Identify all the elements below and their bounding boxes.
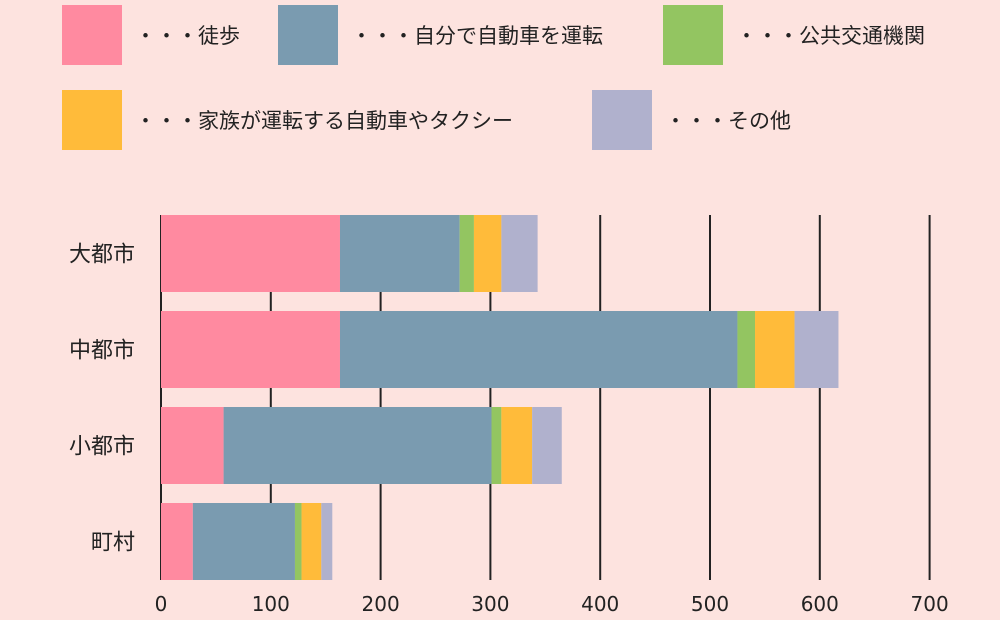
bar-0-family_car_taxi (473, 215, 502, 292)
category-label-3: 町村 (91, 531, 135, 556)
bars (161, 215, 839, 580)
bar-3-walk (161, 503, 193, 580)
bar-2-other (532, 407, 562, 484)
legend-label-other: ・・・その他 (665, 109, 791, 133)
bar-3-own_car (192, 503, 295, 580)
bar-3-public_transport (294, 503, 302, 580)
x-tick-label-200: 200 (362, 592, 400, 616)
bar-1-other (794, 311, 839, 388)
bar-1-family_car_taxi (755, 311, 795, 388)
bar-2-public_transport (491, 407, 502, 484)
legend-swatch-walk (62, 5, 122, 65)
bar-1-own_car (339, 311, 738, 388)
x-tick-label-700: 700 (911, 592, 949, 616)
bar-1-public_transport (737, 311, 756, 388)
x-tick-label-400: 400 (581, 592, 619, 616)
bar-0-walk (161, 215, 340, 292)
x-tick-label-600: 600 (801, 592, 839, 616)
legend-swatch-other (592, 90, 652, 150)
bar-0-own_car (339, 215, 460, 292)
x-tick-label-0: 0 (155, 592, 168, 616)
bar-2-walk (161, 407, 224, 484)
x-tick-label-100: 100 (252, 592, 290, 616)
x-tick-label-500: 500 (691, 592, 729, 616)
legend-label-public_transport: ・・・公共交通機関 (736, 24, 925, 48)
legend-swatch-public_transport (663, 5, 723, 65)
category-label-2: 小都市 (69, 435, 135, 460)
category-label-1: 中都市 (69, 339, 135, 364)
legend-swatch-family_car_taxi (62, 90, 122, 150)
legend-label-walk: ・・・徒歩 (135, 24, 240, 48)
bar-1-walk (161, 311, 340, 388)
legend: ・・・徒歩 ・・・自分で自動車を運転 ・・・公共交通機関・・・家族が運転する自動車や… (62, 5, 925, 150)
x-tick-label-300: 300 (471, 592, 509, 616)
legend-swatch-own_car (278, 5, 338, 65)
bar-0-other (501, 215, 538, 292)
bar-2-own_car (223, 407, 492, 484)
legend-label-family_car_taxi: ・・・家族が運転する自動車やタクシー (135, 109, 513, 133)
bar-2-family_car_taxi (501, 407, 533, 484)
category-label-0: 大都市 (69, 243, 135, 268)
x-axis-tick-labels: 0 100 200 300 400 500 600 700 (155, 592, 949, 616)
bar-0-public_transport (459, 215, 474, 292)
bar-3-family_car_taxi (301, 503, 322, 580)
legend-label-own_car: ・・・自分で自動車を運転 (351, 24, 603, 48)
bar-3-other (321, 503, 333, 580)
